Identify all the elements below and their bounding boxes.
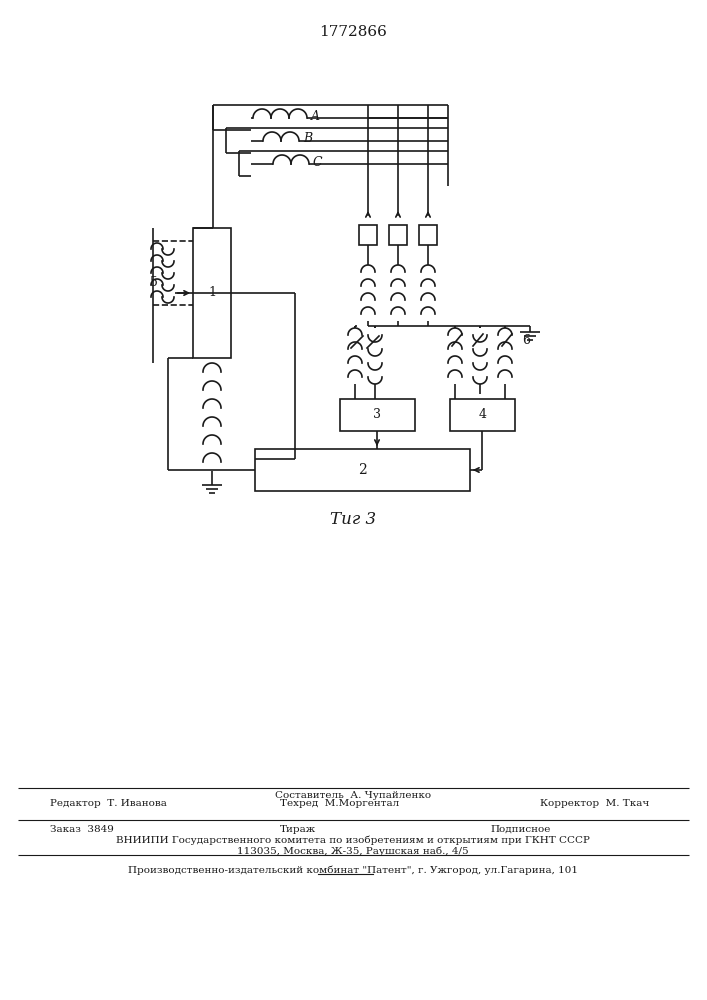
- Bar: [193, 228, 231, 358]
- Text: Τиг 3: Τиг 3: [330, 510, 376, 528]
- Text: 5: 5: [150, 276, 158, 290]
- Text: 1772866: 1772866: [319, 25, 387, 39]
- Text: Тираж: Тираж: [280, 824, 316, 834]
- Text: Техред  М.Моргентал: Техред М.Моргентал: [280, 798, 399, 808]
- Text: Заказ  3849: Заказ 3849: [50, 824, 114, 834]
- Bar: [359, 225, 377, 245]
- Text: Подписное: Подписное: [490, 824, 550, 834]
- Text: Корректор  М. Ткач: Корректор М. Ткач: [540, 798, 649, 808]
- Text: ВНИИПИ Государственного комитета по изобретениям и открытиям при ГКНТ СССР: ВНИИПИ Государственного комитета по изоб…: [116, 835, 590, 845]
- Bar: [255, 449, 470, 491]
- Text: Производственно-издательский комбинат "Патент", г. Ужгород, ул.Гагарина, 101: Производственно-издательский комбинат "П…: [128, 865, 578, 875]
- Bar: [450, 399, 515, 431]
- Text: Составитель  А. Чупайленко: Составитель А. Чупайленко: [275, 790, 431, 800]
- Bar: [340, 399, 415, 431]
- Text: C: C: [313, 155, 322, 168]
- Text: B: B: [303, 132, 312, 145]
- Text: Редактор  Т. Иванова: Редактор Т. Иванова: [50, 798, 167, 808]
- Text: 6: 6: [522, 334, 530, 347]
- Text: 4: 4: [479, 408, 486, 422]
- Bar: [419, 225, 437, 245]
- Text: 1: 1: [208, 286, 216, 300]
- Text: A: A: [311, 109, 320, 122]
- Text: 2: 2: [358, 463, 367, 477]
- Text: 113035, Москва, Ж-35, Раушская наб., 4/5: 113035, Москва, Ж-35, Раушская наб., 4/5: [237, 846, 469, 856]
- Bar: [389, 225, 407, 245]
- Text: 3: 3: [373, 408, 382, 422]
